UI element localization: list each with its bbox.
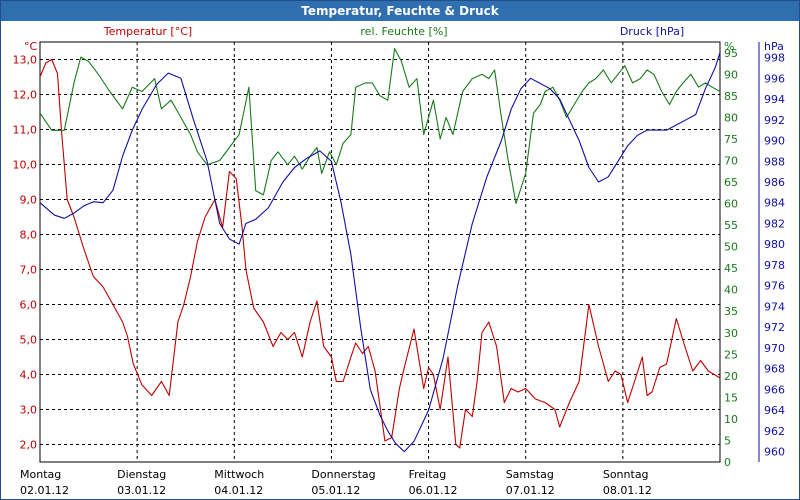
temp-tick-label: 12,0 [13, 89, 38, 102]
pressure-unit: hPa [764, 40, 784, 53]
temp-tick-label: 7,0 [20, 264, 38, 277]
day-date: 08.01.12 [603, 484, 652, 497]
hum-tick-label: 0 [724, 456, 731, 469]
press-tick-label: 982 [764, 217, 785, 230]
day-date: 06.01.12 [409, 484, 458, 497]
day-name: Dienstag [117, 468, 166, 481]
day-date: 07.01.12 [506, 484, 555, 497]
temp-tick-label: 8,0 [20, 229, 38, 242]
day-date: 04.01.12 [214, 484, 263, 497]
hum-tick-label: 70 [724, 154, 738, 167]
humidity-axis-label: rel. Feuchte [%] [360, 25, 447, 38]
hum-tick-label: 65 [724, 176, 738, 189]
hum-tick-label: 90 [724, 68, 738, 81]
hum-tick-label: 85 [724, 90, 738, 103]
hum-tick-label: 15 [724, 391, 738, 404]
pressure-axis-label: Druck [hPa] [620, 25, 684, 38]
day-name: Montag [20, 468, 61, 481]
hum-tick-label: 10 [724, 413, 738, 426]
press-tick-label: 992 [764, 114, 785, 127]
day-date: 03.01.12 [117, 484, 166, 497]
hum-tick-label: 20 [724, 370, 738, 383]
temp-tick-label: 6,0 [20, 299, 38, 312]
press-tick-label: 966 [764, 383, 785, 396]
tick-labels: 2,0 3,0 4,0 5,0 6,0 7,0 8,0 9,0 10,0 11,0 12,0 13,0… [13, 47, 786, 469]
press-tick-label: 986 [764, 176, 785, 189]
day-name: Donnerstag [311, 468, 375, 481]
press-tick-label: 988 [764, 155, 785, 168]
temp-tick-label: 13,0 [13, 54, 38, 67]
temp-series-line [39, 58, 721, 449]
day-labels: Montag 02.01.12 Dienstag 03.01.12 Mittwoch 04… [20, 468, 652, 497]
press-tick-label: 998 [764, 52, 785, 65]
press-tick-label: 970 [764, 342, 785, 355]
press-tick-label: 994 [764, 93, 785, 106]
humidity-unit: % [724, 40, 734, 53]
temp-axis-label: Temperatur [°C] [103, 25, 192, 38]
hum-tick-label: 55 [724, 219, 738, 232]
press-series-line [39, 52, 721, 453]
hum-tick-label: 75 [724, 133, 738, 146]
temp-tick-label: 11,0 [13, 124, 38, 137]
plot-area [39, 41, 721, 463]
day-name: Sonntag [603, 468, 649, 481]
press-tick-label: 974 [764, 300, 785, 313]
day-date: 02.01.12 [20, 484, 69, 497]
press-tick-label: 976 [764, 280, 785, 293]
hum-tick-label: 95 [724, 47, 738, 60]
press-tick-label: 968 [764, 363, 785, 376]
temp-tick-label: 5,0 [20, 334, 38, 347]
hum-tick-label: 25 [724, 348, 738, 361]
press-tick-label: 972 [764, 321, 785, 334]
hum-tick-label: 45 [724, 262, 738, 275]
day-name: Freitag [409, 468, 447, 481]
hum-tick-label: 60 [724, 198, 738, 211]
press-tick-label: 984 [764, 197, 785, 210]
day-date: 05.01.12 [311, 484, 360, 497]
series-lines [39, 47, 721, 453]
press-tick-label: 960 [764, 446, 785, 459]
hum-tick-label: 80 [724, 111, 738, 124]
press-tick-label: 990 [764, 135, 785, 148]
hum-tick-label: 50 [724, 241, 738, 254]
temp-unit: °C [24, 40, 38, 53]
press-tick-label: 978 [764, 259, 785, 272]
hum-tick-label: 40 [724, 284, 738, 297]
grid [40, 42, 720, 462]
temp-tick-label: 9,0 [20, 194, 38, 207]
temp-tick-label: 4,0 [20, 369, 38, 382]
hum-tick-label: 35 [724, 305, 738, 318]
temp-tick-label: 3,0 [20, 404, 38, 417]
day-name: Samstag [506, 468, 554, 481]
hum-tick-label: 30 [724, 327, 738, 340]
press-tick-label: 962 [764, 425, 785, 438]
hum-tick-label: 5 [724, 434, 731, 447]
press-tick-label: 964 [764, 404, 785, 417]
press-tick-label: 996 [764, 72, 785, 85]
temp-tick-label: 2,0 [20, 439, 38, 452]
day-name: Mittwoch [214, 468, 264, 481]
temp-tick-label: 10,0 [13, 159, 38, 172]
press-tick-label: 980 [764, 238, 785, 251]
chart-title: Temperatur, Feuchte & Druck [1, 1, 799, 21]
hum-series-line [39, 47, 721, 205]
